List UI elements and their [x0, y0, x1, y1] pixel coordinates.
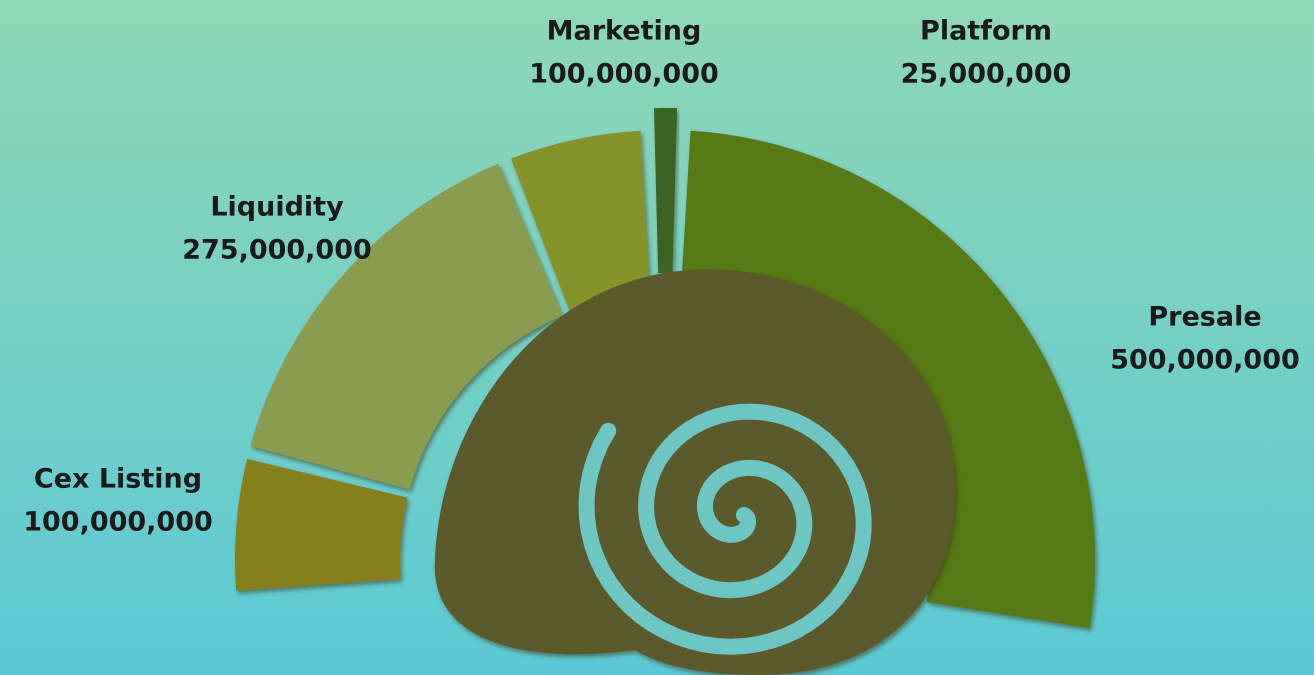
- segment-label: Platform: [920, 16, 1052, 47]
- shell-body: [434, 269, 956, 675]
- segment-value: 275,000,000: [182, 235, 372, 266]
- shell-spiral: [578, 403, 872, 655]
- segment: [250, 163, 563, 490]
- segment-value: 100,000,000: [23, 507, 213, 538]
- segment: [511, 130, 650, 313]
- segment-label: Cex Listing: [34, 464, 202, 495]
- segment-value: 500,000,000: [1110, 345, 1300, 376]
- segment-label: Liquidity: [210, 192, 344, 223]
- segment: [653, 108, 678, 274]
- segment-value: 25,000,000: [901, 59, 1072, 90]
- labels: Cex Listing 100,000,000 Liquidity 275,000,0…: [23, 16, 1300, 538]
- segment-label: Marketing: [547, 16, 702, 47]
- shell: [434, 269, 956, 675]
- segment-value: 100,000,000: [529, 59, 719, 90]
- segment-label: Presale: [1148, 302, 1261, 333]
- segment: [235, 458, 408, 591]
